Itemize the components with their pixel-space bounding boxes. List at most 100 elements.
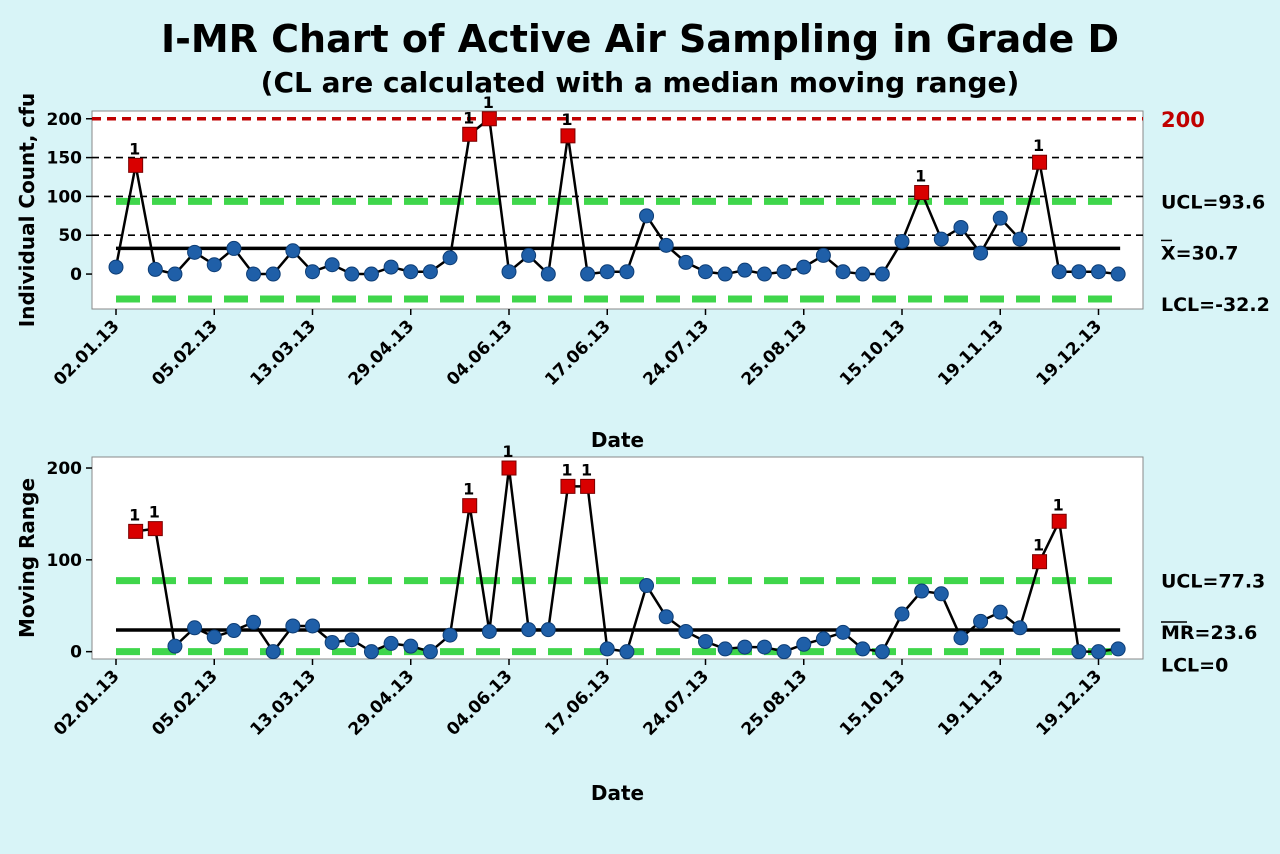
x-tick-label: 13.03.13 <box>247 316 320 389</box>
flag-label: 1 <box>129 139 140 158</box>
data-point <box>305 264 320 280</box>
data-point <box>599 641 615 657</box>
data-point <box>894 606 910 622</box>
flag-label: 1 <box>502 442 513 461</box>
data-point <box>619 644 635 660</box>
data-point <box>698 264 713 280</box>
data-point <box>226 623 242 639</box>
flagged-point <box>462 126 478 142</box>
x-tick-label: 25.08.13 <box>738 666 811 739</box>
data-point <box>501 264 517 280</box>
center-line-label: MR=23.6 <box>1161 622 1257 644</box>
data-point <box>894 233 910 249</box>
flag-label: 1 <box>561 460 572 479</box>
x-tick-label: 05.02.13 <box>148 666 221 739</box>
data-point <box>422 644 438 660</box>
data-point <box>639 208 655 224</box>
y-tick-label: 150 <box>47 149 83 169</box>
data-point <box>815 247 831 263</box>
flag-label: 1 <box>1033 136 1044 155</box>
x-tick-label: 29.04.13 <box>345 316 418 389</box>
ucl-label: UCL=77.3 <box>1161 571 1265 593</box>
flagged-point <box>914 185 930 201</box>
x-tick-label: 19.12.13 <box>1033 316 1106 389</box>
data-point <box>1012 620 1028 636</box>
flag-label: 1 <box>915 167 926 186</box>
x-tick-label: 17.06.13 <box>541 666 614 739</box>
data-point <box>1071 264 1087 280</box>
plot-area <box>91 456 1144 660</box>
lcl-label: LCL=0 <box>1161 655 1228 677</box>
data-point <box>815 631 831 647</box>
x-tick-label: 29.04.13 <box>345 666 418 739</box>
x-tick-label: 04.06.13 <box>443 316 516 389</box>
data-point <box>953 630 969 646</box>
x-tick-label: 13.03.13 <box>247 666 320 739</box>
flag-label: 1 <box>463 480 474 499</box>
flag-label: 1 <box>1053 495 1064 514</box>
moving-range-panel: 0 100 200 02.01.13 05.02.13 13.03.13 29.04.13 0… <box>15 442 1265 805</box>
data-point <box>933 586 949 602</box>
data-point <box>540 622 556 638</box>
flag-label: 1 <box>581 460 592 479</box>
flagged-point <box>128 157 144 173</box>
x-tick-label: 19.12.13 <box>1033 666 1106 739</box>
data-point <box>422 264 438 280</box>
y-tick-label: 100 <box>47 187 83 207</box>
y-axis-label: Individual Count, cfu <box>15 93 39 327</box>
data-point <box>187 620 203 636</box>
x-tick-label: 17.06.13 <box>541 316 614 389</box>
data-point <box>874 266 890 282</box>
data-point <box>1110 641 1126 657</box>
data-point <box>933 231 949 247</box>
data-point <box>953 219 969 235</box>
data-point <box>992 604 1008 620</box>
center-line-label: X=30.7 <box>1161 242 1238 264</box>
data-point <box>973 613 989 629</box>
x-tick-label: 25.08.13 <box>738 316 811 389</box>
flag-label: 1 <box>463 108 474 127</box>
data-point <box>1091 644 1106 660</box>
data-point <box>187 244 203 260</box>
data-point <box>874 644 890 660</box>
x-axis-label: Date <box>591 428 644 452</box>
flag-label: 1 <box>149 503 160 522</box>
data-point <box>363 644 379 660</box>
data-point <box>324 634 340 650</box>
data-point <box>442 627 458 643</box>
data-point <box>992 210 1008 226</box>
flagged-point <box>1032 154 1048 170</box>
y-tick-label: 100 <box>47 551 83 571</box>
data-point <box>855 641 871 657</box>
data-point <box>1012 231 1028 247</box>
data-point <box>305 618 320 634</box>
chart-subtitle: (CL are calculated with a median moving … <box>261 66 1020 99</box>
individuals-panel: 0 50 100 150 200 02.01.13 05.02.13 13.03.13 29.0… <box>15 93 1270 452</box>
data-point <box>973 245 989 261</box>
data-point <box>344 632 360 648</box>
x-tick-label: 24.07.13 <box>640 666 713 739</box>
data-point <box>835 264 851 280</box>
data-point <box>796 636 812 652</box>
y-tick-label: 200 <box>47 110 83 130</box>
x-tick-label: 24.07.13 <box>640 316 713 389</box>
x-tick-label: 19.11.13 <box>934 666 1007 739</box>
data-point <box>383 635 399 651</box>
data-point <box>265 266 281 282</box>
data-point <box>226 240 242 256</box>
data-point <box>914 583 930 599</box>
data-point <box>580 266 596 282</box>
flagged-point <box>128 523 144 539</box>
x-tick-label: 19.11.13 <box>934 316 1007 389</box>
flag-label: 1 <box>129 505 140 524</box>
data-point <box>265 644 281 660</box>
data-point <box>246 266 262 282</box>
data-point <box>521 622 537 638</box>
data-point <box>796 259 812 275</box>
data-point <box>540 266 556 282</box>
flag-label: 1 <box>483 93 494 112</box>
data-point <box>363 266 379 282</box>
flagged-point <box>580 478 596 494</box>
